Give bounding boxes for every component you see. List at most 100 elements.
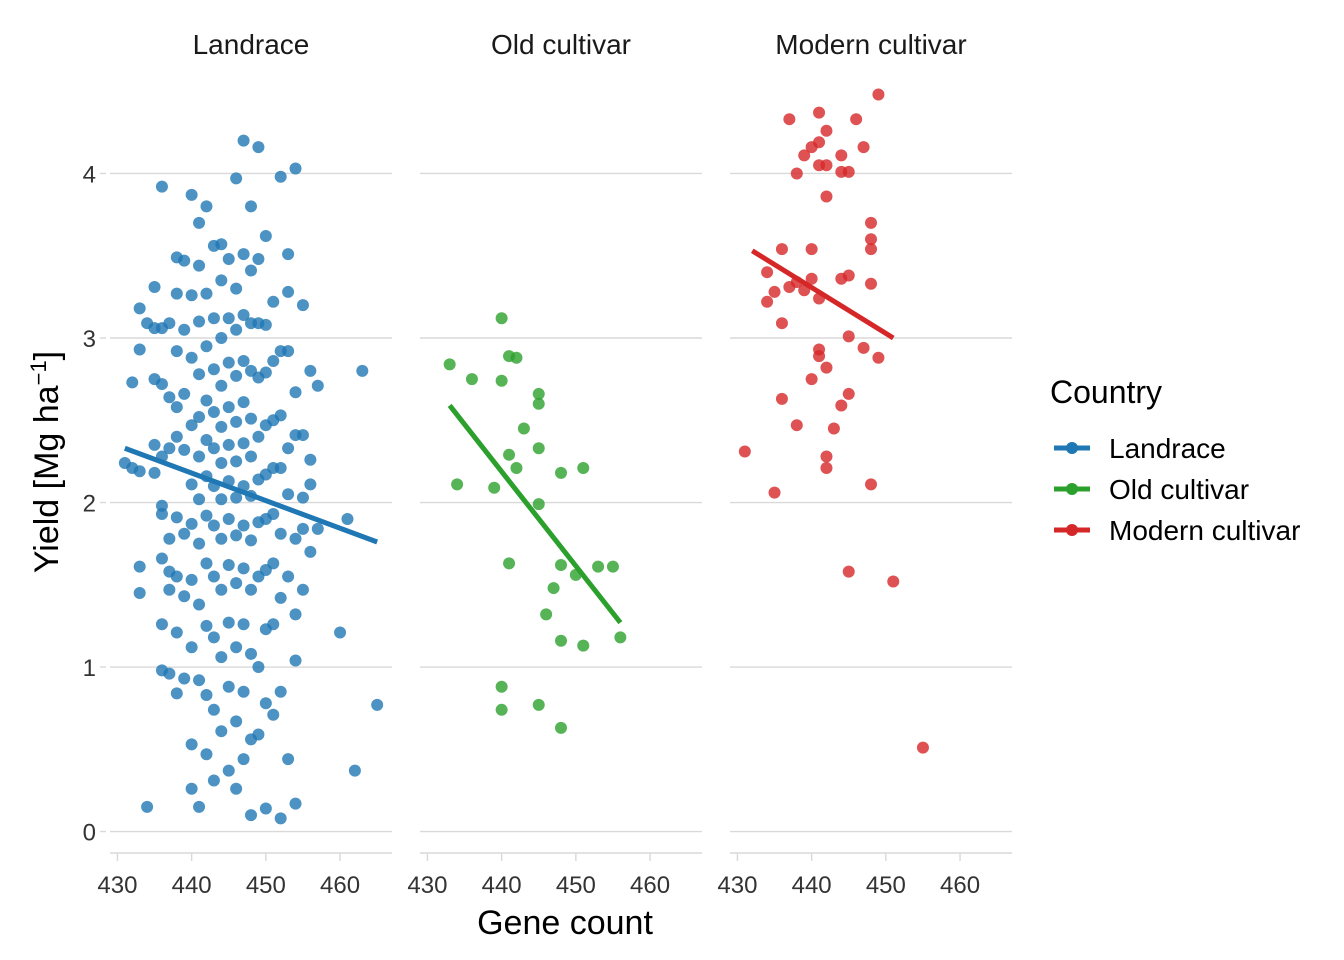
data-point	[311, 522, 324, 535]
data-point	[148, 466, 161, 479]
legend-label: Old cultivar	[1109, 474, 1249, 505]
data-point	[835, 399, 848, 412]
data-point	[200, 509, 213, 522]
data-point	[163, 583, 176, 596]
data-point	[193, 598, 206, 611]
data-point	[133, 302, 146, 315]
data-point	[170, 626, 183, 639]
data-point	[555, 466, 567, 479]
data-point	[237, 753, 250, 766]
data-point	[857, 341, 870, 354]
data-point	[259, 230, 272, 242]
data-point	[252, 430, 265, 443]
data-point	[252, 661, 265, 674]
data-point	[842, 269, 855, 282]
data-point	[170, 430, 183, 443]
data-point	[155, 180, 168, 193]
data-point	[267, 708, 280, 721]
data-point	[532, 498, 545, 511]
data-point	[185, 188, 198, 201]
data-point	[222, 559, 235, 572]
data-point	[237, 355, 250, 368]
data-point	[341, 512, 354, 525]
data-point	[348, 764, 361, 777]
data-point	[178, 254, 191, 267]
data-point	[185, 641, 198, 654]
data-point	[155, 552, 168, 565]
data-point	[827, 422, 840, 435]
facet-title: Old cultivar	[491, 29, 631, 60]
legend-key-point	[1066, 483, 1078, 495]
data-point	[296, 429, 309, 442]
data-point	[532, 397, 545, 410]
data-point	[245, 412, 257, 425]
data-point	[237, 685, 250, 698]
facet-title: Landrace	[193, 29, 310, 60]
data-point	[805, 373, 818, 386]
data-point	[230, 323, 243, 336]
data-point	[155, 378, 168, 391]
data-point	[215, 420, 228, 433]
x-tick-label: 430	[97, 872, 137, 899]
data-point	[230, 369, 243, 382]
data-point	[282, 753, 295, 766]
x-tick-label: 430	[407, 872, 447, 899]
data-point	[133, 587, 146, 599]
data-point	[170, 287, 183, 300]
data-point	[200, 434, 213, 446]
data-point	[820, 461, 833, 474]
data-point	[215, 238, 228, 251]
data-point	[267, 355, 280, 368]
data-point	[185, 517, 198, 530]
data-point	[738, 445, 751, 458]
data-point	[820, 124, 833, 137]
facet-panels: 430 440 450 460 0 1 2 3 4 Landrace 430 440 450 460 Old…	[83, 29, 1012, 899]
facet-title: Modern cultivar	[775, 29, 966, 60]
data-point	[842, 330, 855, 343]
data-point	[185, 351, 198, 364]
data-point	[155, 499, 168, 512]
data-point	[178, 527, 191, 540]
data-point	[230, 491, 243, 504]
y-tick-label: 0	[83, 820, 96, 847]
data-point	[222, 616, 235, 629]
data-point	[170, 401, 183, 414]
x-tick-label: 440	[792, 872, 832, 899]
x-tick-label: 460	[940, 872, 980, 899]
data-point	[555, 559, 567, 572]
x-axis-title: Gene count	[477, 904, 653, 942]
data-point	[170, 570, 183, 583]
data-point	[185, 419, 198, 432]
data-point	[193, 216, 206, 229]
x-tick-label: 460	[630, 872, 670, 899]
data-point	[282, 285, 295, 298]
data-point	[813, 350, 826, 363]
data-point	[267, 557, 280, 570]
data-point	[230, 282, 243, 295]
data-point	[259, 802, 272, 815]
data-point	[775, 317, 788, 330]
data-point	[163, 442, 176, 455]
data-point	[222, 312, 235, 325]
legend-label: Landrace	[1109, 433, 1226, 464]
data-point	[200, 619, 213, 632]
data-point	[768, 486, 781, 499]
data-point	[215, 532, 228, 545]
y-tick-label: 3	[83, 326, 96, 353]
data-point	[296, 522, 309, 535]
data-point	[835, 149, 848, 162]
data-point	[371, 698, 384, 711]
data-point	[820, 361, 833, 374]
legend-items: Landrace Old cultivar Modern cultivar	[1054, 433, 1300, 546]
data-point	[141, 800, 154, 813]
data-point	[230, 529, 243, 542]
data-point	[193, 410, 206, 423]
data-point	[865, 233, 877, 246]
data-point	[495, 374, 508, 387]
data-point	[222, 438, 235, 451]
data-point	[237, 248, 250, 261]
data-point	[222, 512, 235, 525]
x-tick-label: 430	[717, 872, 757, 899]
data-point	[805, 272, 818, 285]
data-point	[259, 697, 272, 710]
